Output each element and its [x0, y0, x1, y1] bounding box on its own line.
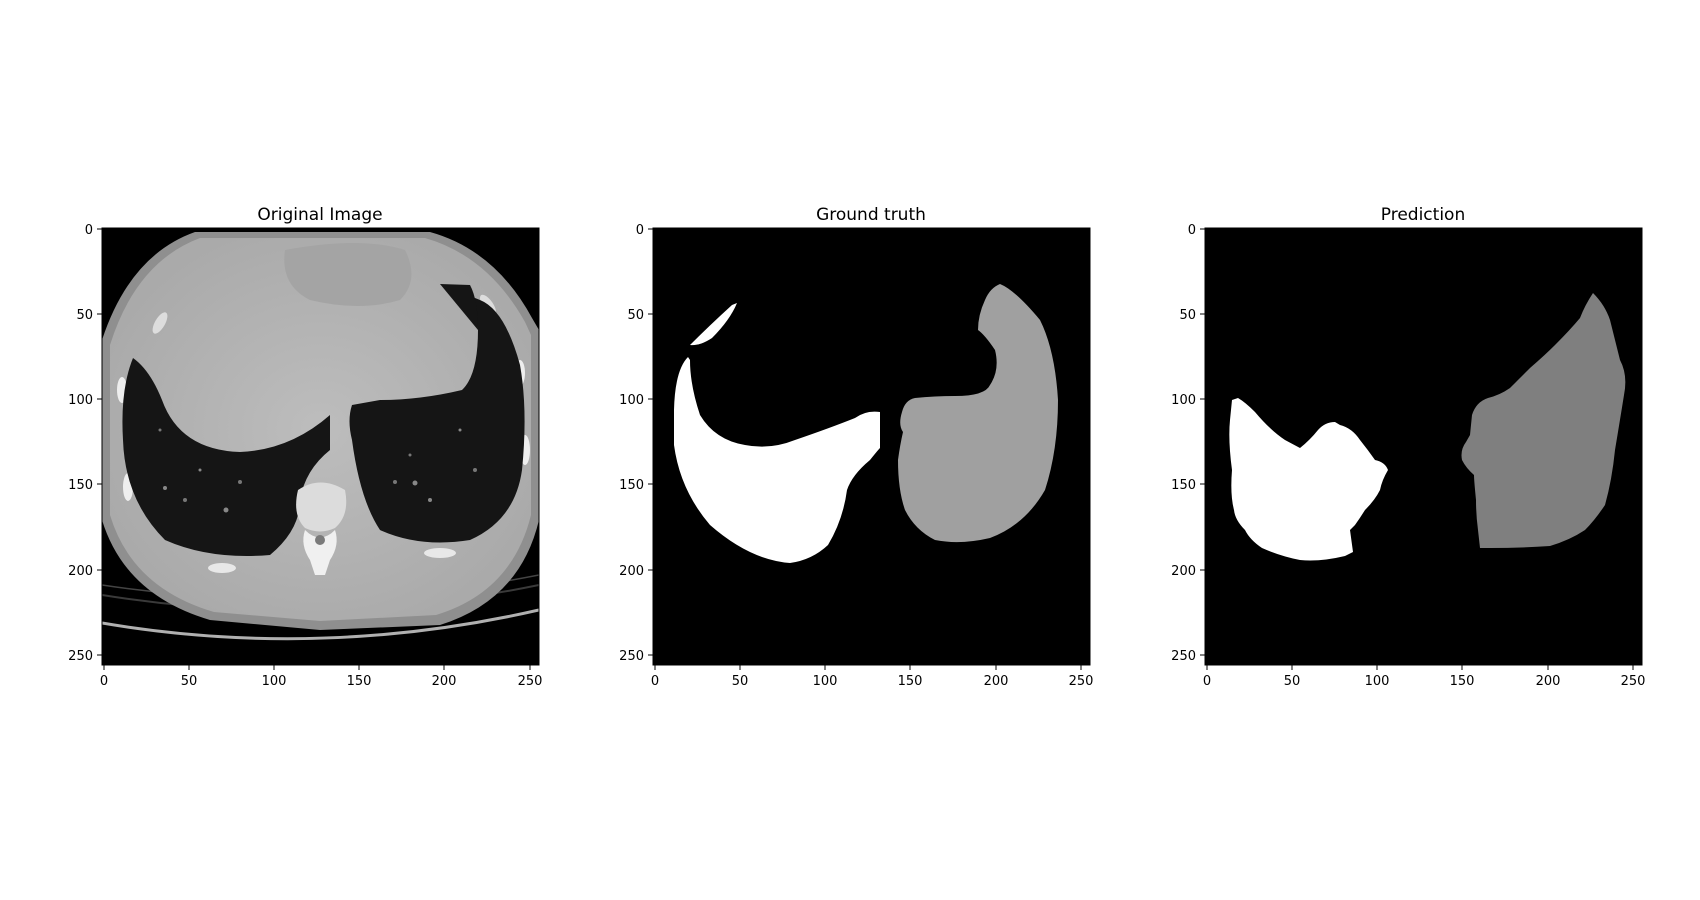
panel-title-original: Original Image [257, 205, 382, 225]
x-tick-label: 200 [984, 674, 1009, 689]
x-tick-label: 250 [518, 674, 543, 689]
x-tick-label: 0 [100, 674, 108, 689]
x-tick-label: 50 [181, 674, 198, 689]
ct-scan-image [102, 228, 539, 665]
prediction-mask [1205, 228, 1642, 665]
y-tick-label: 0 [1188, 223, 1196, 238]
plot-frame [101, 227, 540, 666]
x-tick-label: 0 [651, 674, 659, 689]
x-tick-label: 150 [347, 674, 372, 689]
ground-truth-mask [653, 228, 1090, 665]
y-tick-label: 200 [1171, 564, 1196, 579]
y-tick-label: 250 [1171, 649, 1196, 664]
y-axis: 0 50 100 150 200 250 [619, 223, 653, 664]
right-lung-mask [898, 284, 1058, 543]
panel-ground-truth: Ground truth 0 50 100 150 200 250 [619, 205, 1093, 689]
y-tick-label: 0 [85, 223, 93, 238]
x-tick-label: 250 [1621, 674, 1646, 689]
y-tick-label: 150 [1171, 478, 1196, 493]
x-tick-label: 150 [1450, 674, 1475, 689]
left-lung-sliver [690, 303, 737, 346]
x-axis: 0 50 100 150 200 250 [100, 665, 543, 689]
panel-prediction: Prediction 0 50 100 150 200 250 [1171, 205, 1645, 689]
x-tick-label: 200 [432, 674, 457, 689]
x-tick-label: 0 [1203, 674, 1211, 689]
left-lung-mask [674, 357, 880, 563]
y-tick-label: 50 [1179, 308, 1196, 323]
y-tick-label: 250 [619, 649, 644, 664]
x-tick-label: 200 [1536, 674, 1561, 689]
x-tick-label: 50 [1284, 674, 1301, 689]
x-axis: 0 50 100 150 200 250 [651, 665, 1094, 689]
x-tick-label: 100 [1365, 674, 1390, 689]
left-lung-mask [1229, 398, 1388, 561]
panel-original-image: Original Image [68, 205, 542, 689]
plot-frame [1204, 227, 1643, 666]
panel-title-ground-truth: Ground truth [816, 205, 926, 225]
y-axis: 0 50 100 150 200 250 [1171, 223, 1205, 664]
y-tick-label: 0 [636, 223, 644, 238]
y-tick-label: 100 [68, 393, 93, 408]
x-tick-label: 100 [262, 674, 287, 689]
right-lung-mask [1461, 293, 1626, 548]
y-axis: 0 50 100 150 200 250 [68, 223, 102, 664]
y-tick-label: 50 [76, 308, 93, 323]
x-tick-label: 150 [898, 674, 923, 689]
panel-title-prediction: Prediction [1381, 205, 1465, 225]
plot-frame [652, 227, 1091, 666]
y-tick-label: 100 [619, 393, 644, 408]
y-tick-label: 50 [627, 308, 644, 323]
y-tick-label: 100 [1171, 393, 1196, 408]
x-axis: 0 50 100 150 200 250 [1203, 665, 1646, 689]
x-tick-label: 50 [732, 674, 749, 689]
y-tick-label: 150 [68, 478, 93, 493]
x-tick-label: 100 [813, 674, 838, 689]
y-tick-label: 200 [619, 564, 644, 579]
y-tick-label: 200 [68, 564, 93, 579]
x-tick-label: 250 [1069, 674, 1094, 689]
y-tick-label: 250 [68, 649, 93, 664]
y-tick-label: 150 [619, 478, 644, 493]
